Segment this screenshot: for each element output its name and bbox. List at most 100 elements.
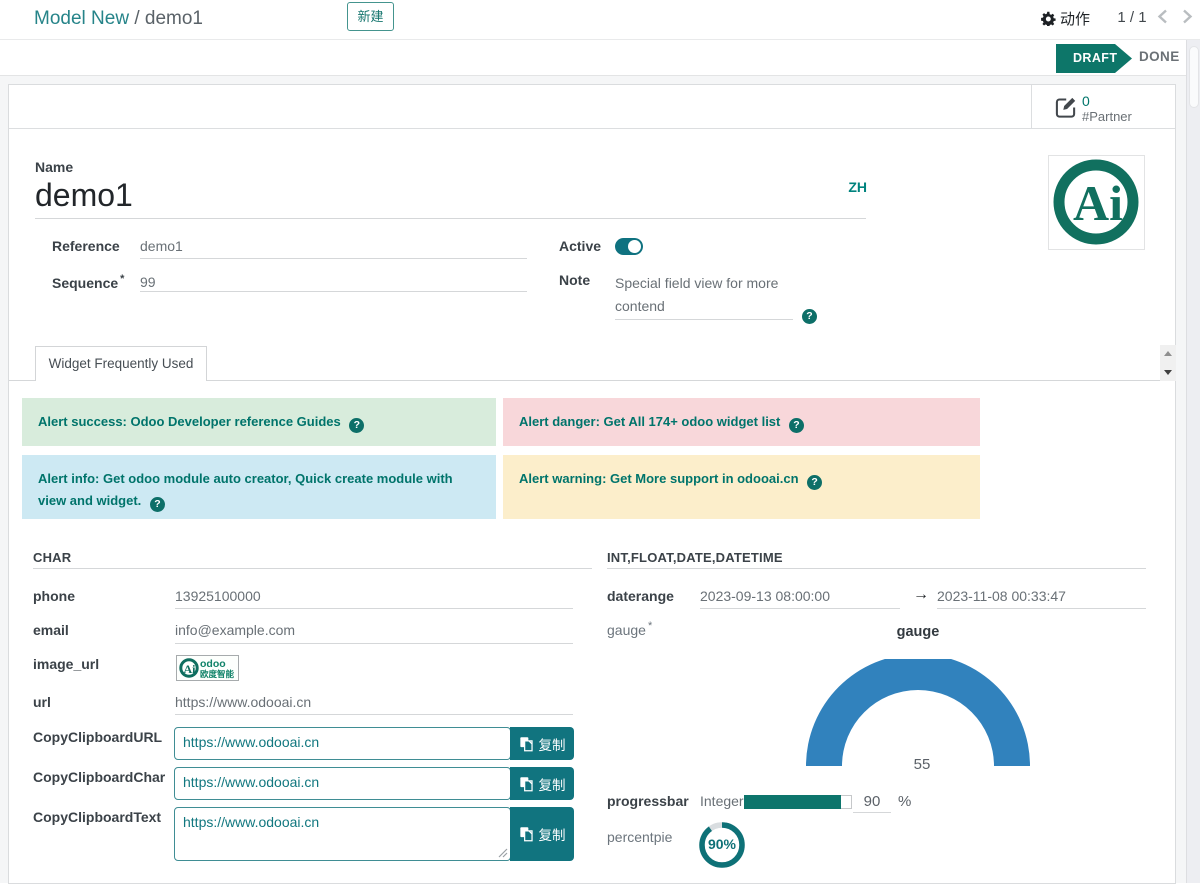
- copy-url-button[interactable]: 复制: [510, 727, 574, 760]
- new-button[interactable]: 新建: [347, 2, 394, 31]
- url-input[interactable]: https://www.odooai.cn: [175, 694, 312, 710]
- help-icon[interactable]: ?: [789, 418, 804, 433]
- gauge-chart: [806, 659, 1030, 766]
- odoo-logo: Ai odoo 欧度智能: [179, 658, 235, 679]
- partner-stat-button[interactable]: 0 #Partner: [1031, 85, 1175, 129]
- triangle-up-icon: [1164, 351, 1172, 356]
- progressbar-unit: %: [898, 793, 912, 810]
- sequence-label-text: Sequence: [52, 275, 119, 291]
- scroll-up-button[interactable]: [1160, 345, 1176, 363]
- edit-icon: [1055, 97, 1076, 118]
- actions-menu[interactable]: 动作: [1041, 8, 1090, 28]
- note-input[interactable]: Special field view for more contend: [615, 275, 779, 314]
- name-underline: [35, 218, 866, 219]
- form-sheet: 0 #Partner Name demo1 ZH Ai Reference de…: [8, 84, 1176, 884]
- help-icon[interactable]: ?: [349, 418, 365, 433]
- alert-success-text: Alert success: Odoo Developer reference …: [38, 414, 341, 429]
- copy-button-label: 复制: [538, 777, 566, 793]
- progressbar-type: Integer: [700, 793, 744, 809]
- breadcrumb-parent[interactable]: Model New: [34, 8, 130, 29]
- note-help-icon[interactable]: ?: [802, 309, 817, 324]
- char-group-line: [33, 568, 592, 569]
- scroll-down-button[interactable]: [1160, 363, 1176, 381]
- name-label: Name: [35, 159, 74, 175]
- status-draft[interactable]: DRAFT: [1056, 44, 1132, 73]
- help-icon[interactable]: ?: [807, 475, 823, 490]
- copy-text-button[interactable]: 复制: [510, 807, 574, 861]
- alert-info-text: Alert info: Get odoo module auto creator…: [38, 471, 453, 508]
- resize-handle-icon[interactable]: [498, 848, 508, 858]
- progressbar-label: progressbar: [607, 793, 689, 809]
- tab-widget-frequently-used[interactable]: Widget Frequently Used: [35, 346, 207, 381]
- email-underline: [175, 643, 573, 644]
- copy-char-input[interactable]: https://www.odooai.cn: [174, 767, 511, 800]
- copy-icon: [519, 776, 533, 791]
- scrollbar-thumb[interactable]: [1189, 46, 1199, 108]
- breadcrumb-separator: /: [129, 8, 145, 29]
- phone-label: phone: [33, 588, 75, 604]
- copy-char-button[interactable]: 复制: [510, 767, 574, 800]
- triangle-down-icon: [1164, 370, 1172, 375]
- note-label: Note: [559, 272, 591, 288]
- percentpie-value: 90%: [707, 836, 737, 852]
- reference-label: Reference: [52, 238, 120, 254]
- daterange-label: daterange: [607, 588, 674, 604]
- image-url-thumbnail[interactable]: Ai odoo 欧度智能: [176, 655, 239, 681]
- form-background: 0 #Partner Name demo1 ZH Ai Reference de…: [0, 76, 1200, 884]
- breadcrumb-current: demo1: [144, 8, 203, 29]
- daterange-end-underline: [937, 608, 1146, 609]
- help-icon[interactable]: ?: [149, 497, 165, 512]
- logo-word: odoo: [200, 658, 226, 670]
- alert-warning-text: Alert warning: Get More support in odooa…: [519, 471, 799, 486]
- logo-badge: Ai: [184, 662, 197, 676]
- active-label: Active: [559, 238, 602, 254]
- window-scrollbar[interactable]: [1186, 40, 1200, 883]
- sequence-input[interactable]: 99: [140, 274, 156, 290]
- copy-text-label: CopyClipboardText: [33, 809, 162, 825]
- sequence-label: Sequence *: [52, 273, 124, 291]
- num-group-line: [607, 568, 1146, 569]
- avatar[interactable]: Ai: [1048, 155, 1145, 250]
- alert-success: Alert success: Odoo Developer reference …: [22, 398, 496, 446]
- active-toggle[interactable]: [615, 238, 643, 255]
- gauge-label-text: gauge: [607, 622, 646, 638]
- daterange-start-input[interactable]: 2023-09-13 08:00:00: [700, 588, 830, 604]
- reference-underline: [140, 258, 527, 259]
- daterange-end-input[interactable]: 2023-11-08 00:33:47: [937, 588, 1066, 604]
- copy-button-label: 复制: [538, 737, 566, 753]
- email-input[interactable]: info@example.com: [175, 622, 296, 638]
- copy-url-input[interactable]: https://www.odooai.cn: [174, 727, 511, 760]
- status-bar: DRAFT DONE: [0, 41, 1200, 76]
- gauge-value: 55: [913, 756, 931, 773]
- percentpie-chart: [699, 822, 745, 868]
- email-label: email: [33, 622, 69, 638]
- reference-input[interactable]: demo1: [140, 238, 183, 254]
- gear-icon: [1041, 11, 1056, 26]
- status-done[interactable]: DONE: [1139, 49, 1180, 64]
- ai-logo: Ai: [1053, 159, 1139, 245]
- avatar-badge: Ai: [1073, 175, 1123, 231]
- alert-warning: Alert warning: Get More support in odooa…: [503, 455, 980, 519]
- tab-bottom-line: [9, 380, 1161, 381]
- alert-info: Alert info: Get odoo module auto creator…: [22, 455, 496, 519]
- progressbar-value-input[interactable]: 90: [863, 793, 881, 810]
- button-box-row: 0 #Partner: [9, 85, 1175, 129]
- partner-label: #Partner: [1082, 109, 1132, 124]
- sequence-underline: [140, 291, 527, 292]
- copy-text-textarea[interactable]: https://www.odooai.cn: [174, 807, 511, 861]
- required-asterisk: *: [120, 273, 125, 285]
- gauge-title: gauge: [896, 624, 940, 640]
- partner-count: 0: [1082, 93, 1090, 109]
- url-label: url: [33, 694, 51, 710]
- pager-previous-icon[interactable]: [1155, 8, 1171, 25]
- copy-url-label: CopyClipboardURL: [33, 729, 163, 745]
- name-lang-badge[interactable]: ZH: [848, 179, 867, 195]
- mini-scrollbar[interactable]: [1160, 345, 1176, 381]
- phone-input[interactable]: 13925100000: [175, 588, 261, 604]
- progressbar-value-underline: [853, 812, 891, 813]
- logo-cn: 欧度智能: [200, 669, 235, 679]
- copy-char-label: CopyClipboardChar: [33, 769, 166, 785]
- pager-count: 1 / 1: [1117, 9, 1147, 26]
- pager-next-icon[interactable]: [1179, 8, 1195, 25]
- name-input[interactable]: demo1: [35, 177, 133, 213]
